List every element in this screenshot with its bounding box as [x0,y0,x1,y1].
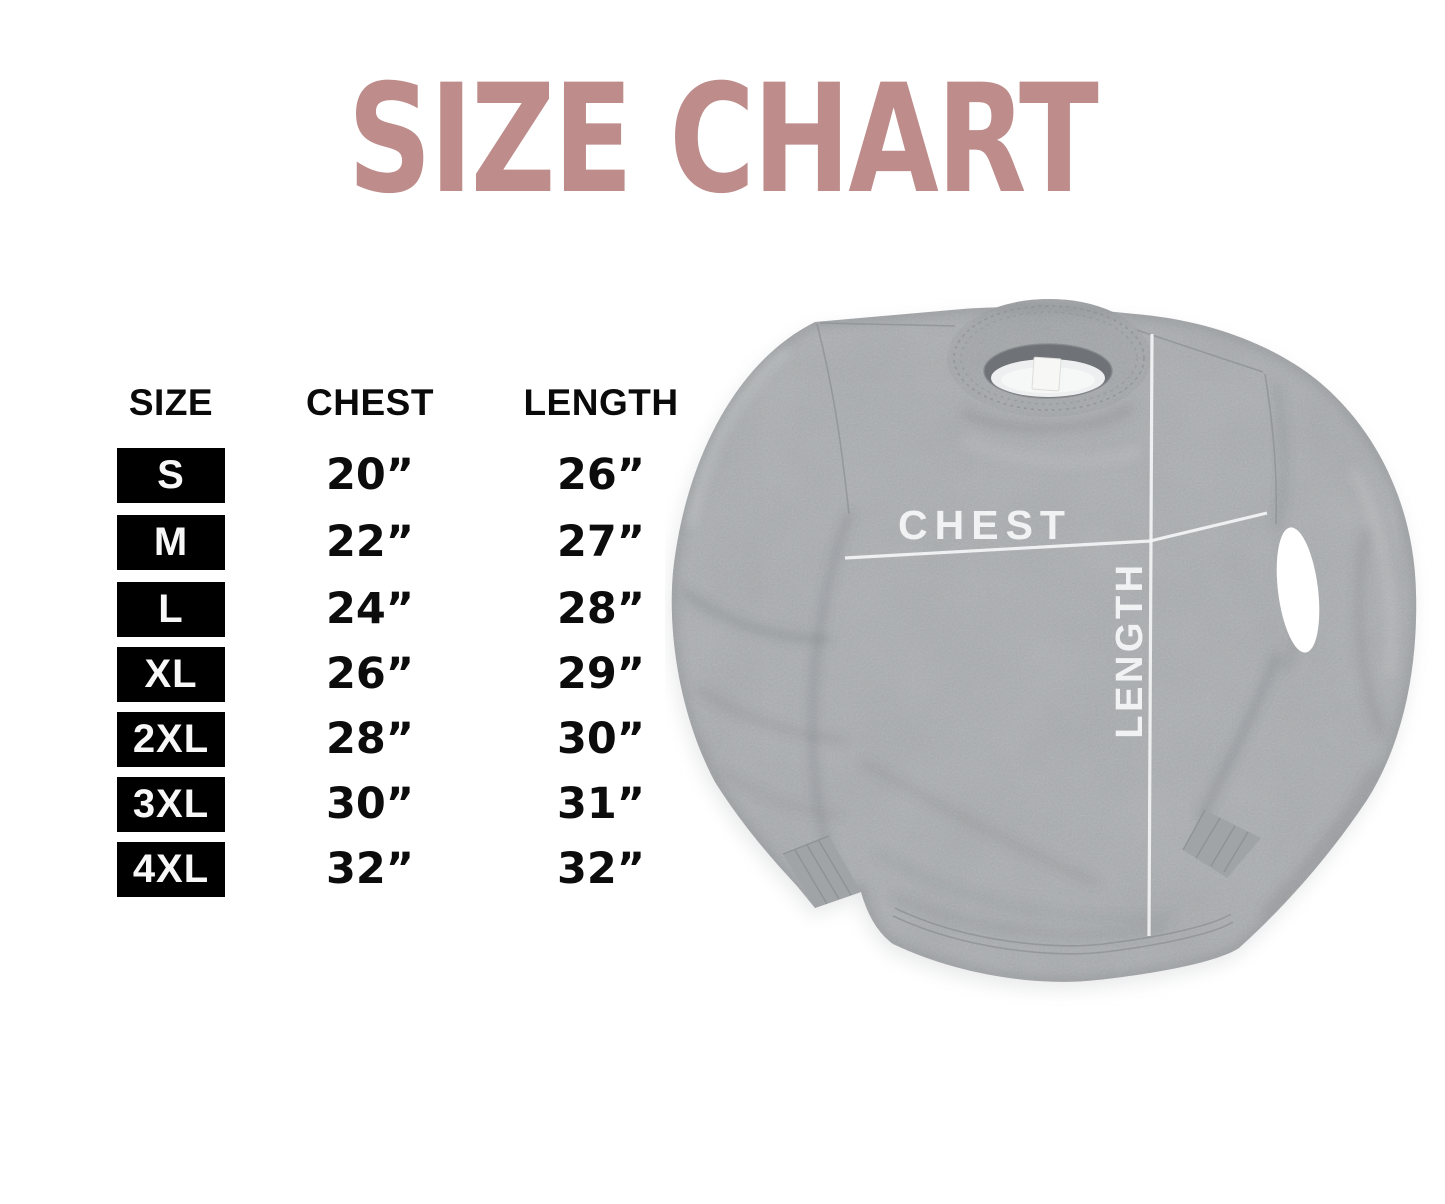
size-badge: 2XL [117,712,225,767]
length-value: 31” [556,779,646,829]
chest-value: 22” [325,517,415,567]
chest-value: 20” [325,450,415,500]
length-value: 29” [556,649,646,699]
column-header-chest: CHEST [306,382,434,423]
seam-lines [816,305,1278,955]
fabric-highlights [686,347,1395,676]
sweatshirt-body [671,299,1417,982]
chest-value: 32” [325,844,415,894]
length-value: 26” [556,450,646,500]
column-header-length: LENGTH [523,382,679,423]
size-badge: XL [117,647,225,702]
sweatshirt-graphic: CHEST LENGTH [668,299,1417,990]
fabric-folds [681,384,1385,939]
page-title: SIZE CHART [348,53,1099,227]
chest-measure-line [844,511,1268,560]
length-label: LENGTH [1109,561,1151,738]
neck-tag [1031,356,1062,392]
cuff-right [1182,809,1261,878]
size-badge: M [117,515,225,570]
size-badge: S [117,448,225,503]
length-value: 27” [556,517,646,567]
size-badge: 4XL [117,842,225,897]
chest-value: 26” [325,649,415,699]
chest-value: 30” [325,779,415,829]
length-measure-line [1147,333,1154,937]
size-badge: 3XL [117,777,225,832]
chest-value: 28” [325,714,415,764]
chest-label: CHEST [898,502,1072,548]
collar-interior [983,343,1113,399]
cuff-left [782,835,861,908]
length-value: 28” [556,584,646,634]
size-badge: L [117,582,225,637]
length-value: 32” [556,844,646,894]
sleeve-body-gap [1276,527,1320,653]
length-value: 30” [556,714,646,764]
column-header-size: SIZE [128,382,214,423]
page-title-wrap: SIZE CHART [0,58,1445,223]
measurement-overlay: CHEST LENGTH [844,333,1268,937]
chest-value: 24” [325,584,415,634]
